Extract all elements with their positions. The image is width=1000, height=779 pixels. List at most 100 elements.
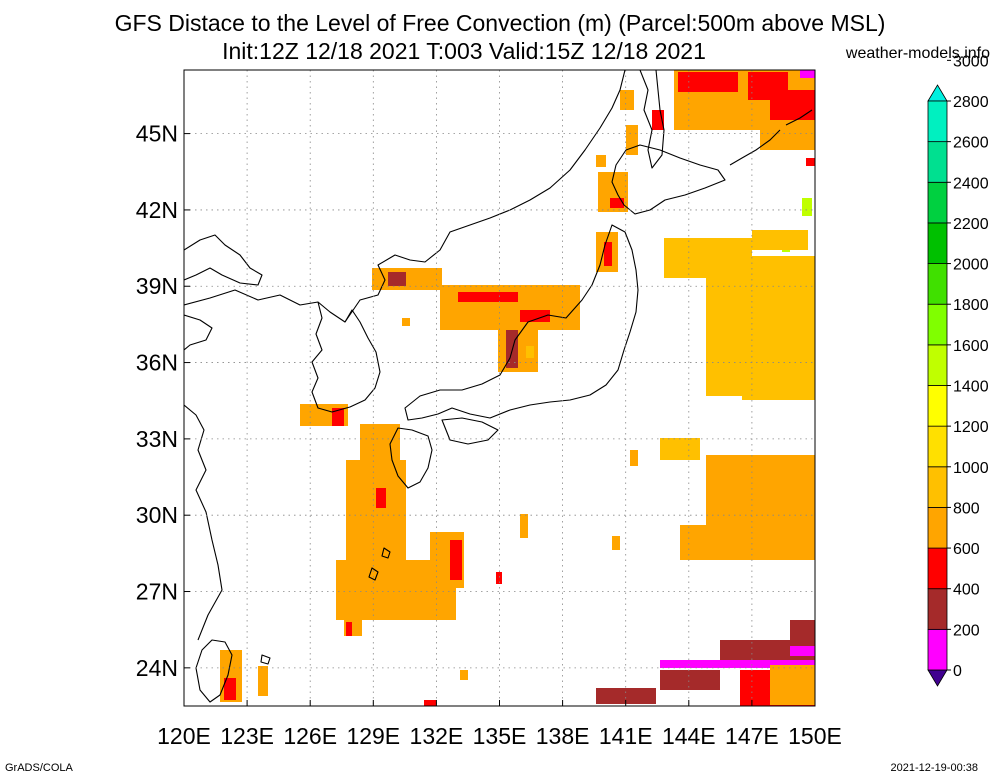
colorbar-bin (927, 222, 948, 264)
lfc-fill-cell (770, 90, 815, 120)
coastline-layer (184, 70, 813, 703)
lfc-fill-cell (450, 540, 462, 580)
lat-label: 36N (136, 350, 178, 376)
lfc-fill-cell (346, 622, 352, 636)
colorbar-bin (927, 385, 948, 427)
lat-label: 45N (136, 121, 178, 147)
colorbar-bin (927, 181, 948, 224)
colorbar-label: 2600 (953, 135, 989, 152)
coastline-kuril-2 (785, 109, 813, 126)
lfc-fill-cell (742, 330, 815, 400)
colorbar-bin (927, 425, 948, 468)
lfc-fill-cell (596, 155, 606, 167)
lat-label: 42N (136, 197, 178, 223)
colorbar-label: 2000 (953, 257, 989, 274)
lon-label: 129E (346, 723, 400, 749)
field-fill-layer (220, 70, 815, 706)
lfc-fill-cell (346, 460, 406, 560)
colorbar-label: 200 (953, 622, 980, 639)
lfc-fill-cell (388, 272, 406, 286)
coastline-hokkaido (611, 144, 726, 215)
colorbar-label: 600 (953, 541, 980, 558)
lat-label: 24N (136, 655, 178, 681)
colorbar-bin (927, 344, 948, 386)
lfc-fill-cell (402, 318, 410, 326)
lat-label: 27N (136, 579, 178, 605)
lfc-fill-cell (458, 292, 518, 302)
colorbar-bin (927, 669, 948, 687)
colorbar-label: 3000 (953, 53, 989, 70)
lon-label: 144E (662, 723, 716, 749)
coastline-miyako (260, 654, 271, 665)
coastline-korea (311, 301, 381, 413)
lfc-fill-cell (802, 198, 812, 216)
lfc-fill-cell (660, 670, 720, 690)
map-frame (183, 69, 816, 707)
coastline-kyushu (389, 427, 433, 489)
lfc-fill-cell (760, 120, 815, 150)
lfc-fill-cell (526, 346, 534, 358)
lon-label: 126E (283, 723, 337, 749)
map-title: GFS Distace to the Level of Free Convect… (114, 10, 886, 36)
lfc-fill-cell (496, 572, 502, 584)
lfc-fill-cell (678, 72, 738, 92)
lon-label: 150E (788, 723, 842, 749)
software-credit: GrADS/COLA (5, 762, 73, 774)
lfc-fill-cell (790, 646, 815, 656)
coastline-china-east (184, 404, 223, 641)
lfc-fill-cell (258, 666, 268, 696)
coastline-taiwan (195, 639, 233, 703)
lon-label: 132E (410, 723, 464, 749)
lfc-fill-cell (332, 408, 344, 426)
longitude-labels: 120E 123E 126E 129E 132E 135E 138E 141E 144E 147E… (157, 723, 842, 749)
lon-label: 135E (473, 723, 527, 749)
lfc-fill-cell (520, 310, 550, 322)
colorbar-label: 1000 (953, 460, 989, 477)
lfc-fill-cell (596, 688, 656, 704)
colorbar-bin (927, 263, 948, 305)
colorbar-label: 1200 (953, 419, 989, 436)
lon-label: 138E (536, 723, 590, 749)
lfc-fill-cell (460, 670, 468, 680)
colorbar-bin (927, 628, 948, 671)
lfc-fill-cell (376, 488, 386, 508)
coastline-mainland (184, 70, 626, 323)
colorbar-label: 1600 (953, 338, 989, 355)
lfc-fill-cell (372, 268, 442, 290)
map-subtitle: Init:12Z 12/18 2021 T:003 Valid:15Z 12/1… (222, 38, 706, 64)
lfc-fill-cell (626, 125, 638, 155)
coastline-okinawa (368, 567, 379, 581)
colorbar-label: 800 (953, 500, 980, 517)
colorbar-bin (927, 141, 948, 183)
colorbar-bin (927, 84, 948, 102)
coastline-amami (381, 547, 391, 559)
coastline-shandong (184, 314, 213, 351)
coastline-bohai (184, 234, 263, 286)
lat-lon-grid (183, 70, 816, 706)
colorbar-label: 2400 (953, 175, 989, 192)
lat-label: 30N (136, 502, 178, 528)
lfc-fill-cell (630, 450, 638, 466)
lfc-fill-cell (604, 242, 612, 266)
lfc-fill-cell (746, 510, 815, 540)
lat-label: 39N (136, 273, 178, 299)
lfc-fill-cell (620, 90, 634, 110)
colorbar-bin (927, 303, 948, 346)
latitude-labels: 45N 42N 39N 36N 33N 30N 27N 24N (136, 121, 178, 681)
colorbar-bin (927, 588, 948, 630)
colorbar-label: 0 (953, 663, 962, 680)
colorbar-label: 2200 (953, 216, 989, 233)
coastline-honshu (404, 224, 639, 421)
lfc-fill-cell (800, 70, 815, 78)
render-timestamp: 2021-12-19-00:38 (890, 762, 978, 774)
lfc-fill-cell (790, 620, 815, 640)
color-legend: 0 200 400 600 800 1000 1200 1400 1600 1800 2000 220… (927, 53, 989, 687)
lfc-fill-cell (424, 700, 436, 706)
coastline-kuril-1 (729, 129, 781, 166)
lfc-fill-cell (806, 158, 815, 166)
lat-label: 33N (136, 426, 178, 452)
colorbar-label: 2800 (953, 94, 989, 111)
lfc-fill-cell (770, 665, 815, 705)
lon-label: 141E (599, 723, 653, 749)
colorbar-bin (927, 466, 948, 508)
